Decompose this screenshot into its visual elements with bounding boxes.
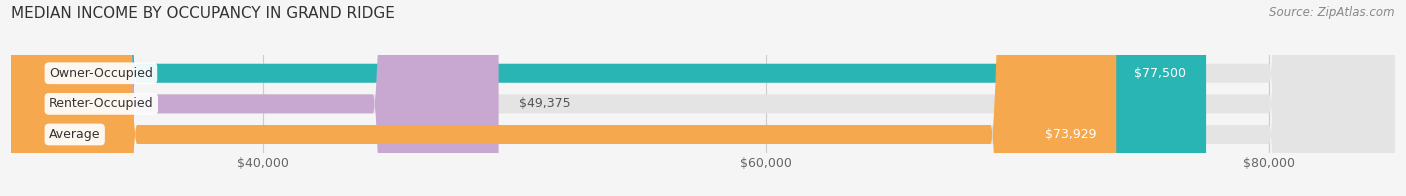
FancyBboxPatch shape	[11, 0, 1116, 196]
Text: Renter-Occupied: Renter-Occupied	[49, 97, 153, 110]
Text: $49,375: $49,375	[519, 97, 571, 110]
FancyBboxPatch shape	[11, 0, 499, 196]
Text: Average: Average	[49, 128, 100, 141]
FancyBboxPatch shape	[11, 0, 1395, 196]
Text: Owner-Occupied: Owner-Occupied	[49, 67, 153, 80]
FancyBboxPatch shape	[11, 0, 1395, 196]
FancyBboxPatch shape	[11, 0, 1206, 196]
Text: $73,929: $73,929	[1045, 128, 1097, 141]
Text: Source: ZipAtlas.com: Source: ZipAtlas.com	[1270, 6, 1395, 19]
Text: MEDIAN INCOME BY OCCUPANCY IN GRAND RIDGE: MEDIAN INCOME BY OCCUPANCY IN GRAND RIDG…	[11, 6, 395, 21]
FancyBboxPatch shape	[11, 0, 1395, 196]
Text: $77,500: $77,500	[1135, 67, 1187, 80]
